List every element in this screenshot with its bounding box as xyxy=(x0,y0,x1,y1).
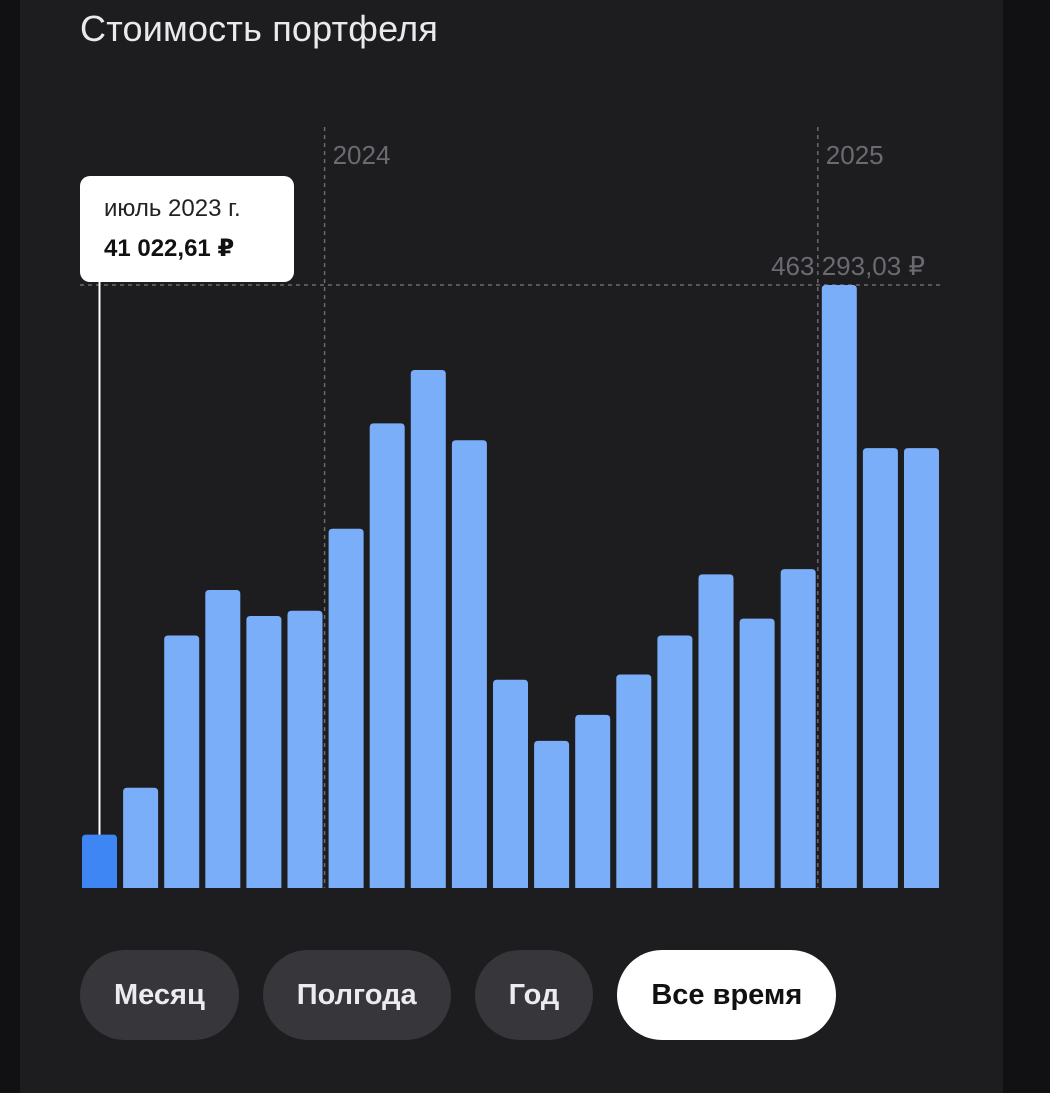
chart-bar[interactable] xyxy=(575,714,611,888)
chart-bar[interactable] xyxy=(739,618,775,888)
chart-bar[interactable] xyxy=(328,528,364,888)
year-marker-label: 2025 xyxy=(826,140,884,170)
chart-bar[interactable] xyxy=(205,589,241,888)
chart-bar[interactable] xyxy=(123,787,159,888)
period-half-year-button[interactable]: Полгода xyxy=(262,950,451,1040)
chart-bar[interactable] xyxy=(821,285,857,888)
chart-bar[interactable] xyxy=(164,635,200,888)
period-all-time-button[interactable]: Все время xyxy=(617,950,837,1040)
chart-bar[interactable] xyxy=(246,615,282,888)
chart-bar[interactable] xyxy=(862,448,898,888)
chart-bar[interactable] xyxy=(616,674,652,888)
chart-bar[interactable] xyxy=(698,574,734,888)
period-selector: Месяц Полгода Год Все время xyxy=(80,950,837,1040)
chart-bar[interactable] xyxy=(410,369,446,888)
period-month-button[interactable]: Месяц xyxy=(80,950,239,1040)
chart-tooltip: июль 2023 г. 41 022,61 ₽ xyxy=(80,176,294,282)
tooltip-date: июль 2023 г. xyxy=(104,195,241,222)
chart-bar[interactable] xyxy=(451,440,487,888)
chart-bar[interactable] xyxy=(904,448,939,888)
chart-bar[interactable] xyxy=(369,423,405,888)
period-year-button[interactable]: Год xyxy=(474,950,594,1040)
max-value-label: 463 293,03 ₽ xyxy=(771,251,925,281)
chart-bar[interactable] xyxy=(287,610,323,888)
chart-bar[interactable] xyxy=(657,635,693,888)
chart-bar[interactable] xyxy=(493,679,528,888)
page-title: Стоимость портфеля xyxy=(80,8,439,49)
chart-bar[interactable] xyxy=(82,834,117,888)
tooltip-value: 41 022,61 ₽ xyxy=(104,235,235,262)
year-marker-label: 2024 xyxy=(333,140,391,170)
chart-bar[interactable] xyxy=(534,740,570,888)
chart-bar[interactable] xyxy=(780,569,816,888)
